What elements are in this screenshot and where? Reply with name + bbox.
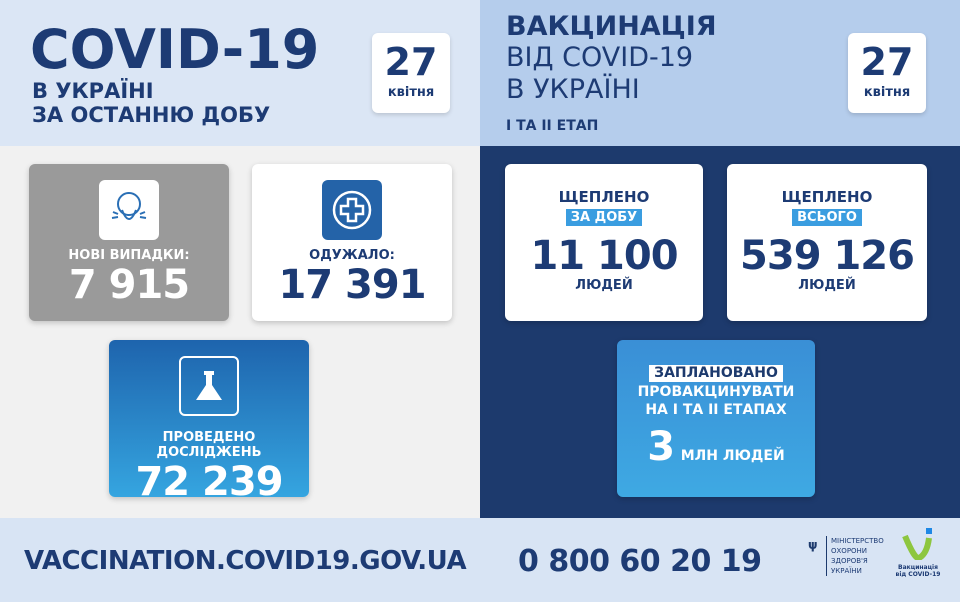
stage-label: І ТА ІІ ЕТАП bbox=[506, 118, 599, 134]
ministry-line: ОХОРОНИ bbox=[831, 547, 868, 555]
sneezing-person-icon bbox=[99, 180, 159, 240]
subtitle-2: ЗА ОСТАННЮ ДОБУ bbox=[32, 103, 271, 127]
date-badge: 27 квітня bbox=[372, 33, 450, 113]
tests-label: ПРОВЕДЕНО ДОСЛІДЖЕНЬ bbox=[156, 430, 262, 460]
planned-pill: ЗАПЛАНОВАНО bbox=[649, 365, 783, 382]
vaccinated-daily-card: ЩЕПЛЕНО ЗА ДОБУ 11 100 ЛЮДЕЙ bbox=[505, 164, 703, 321]
tests-value: 72 239 bbox=[135, 459, 283, 505]
trident-icon: ψ bbox=[808, 538, 818, 552]
date-day: 27 bbox=[860, 40, 914, 84]
vaccination-logo: Вакцинація від COVID-19 bbox=[893, 526, 943, 578]
vacc-logo-line: від COVID-19 bbox=[895, 571, 941, 578]
ministry-logo: МІНІСТЕРСТВО ОХОРОНИ ЗДОРОВ'Я УКРАЇНИ bbox=[826, 536, 884, 576]
planned-card: ЗАПЛАНОВАНО ПРОВАКЦИНУВАТИ НА І ТА ІІ ЕТ… bbox=[617, 340, 815, 497]
total-pill: ВСЬОГО bbox=[792, 209, 862, 226]
footer: VACCINATION.COVID19.GOV.UA 0 800 60 20 1… bbox=[0, 518, 960, 602]
hotline-phone[interactable]: 0 800 60 20 19 bbox=[518, 544, 762, 579]
total-value: 539 126 bbox=[740, 233, 915, 279]
planned-value: 3 bbox=[647, 424, 676, 470]
daily-pill: ЗА ДОБУ bbox=[565, 209, 643, 226]
date-month: квітня bbox=[387, 85, 435, 100]
left-header: COVID-19 В УКРАЇНІ ЗА ОСТАННЮ ДОБУ 27 кв… bbox=[0, 0, 480, 146]
website-link[interactable]: VACCINATION.COVID19.GOV.UA bbox=[24, 546, 467, 576]
ministry-line: УКРАЇНИ bbox=[831, 567, 862, 575]
planned-unit: МЛН ЛЮДЕЙ bbox=[680, 448, 785, 464]
total-label: ЩЕПЛЕНО bbox=[781, 188, 873, 206]
flask-icon bbox=[179, 356, 239, 416]
new-cases-value: 7 915 bbox=[68, 262, 190, 308]
vaccination-v-icon bbox=[902, 528, 932, 562]
ministry-line: ЗДОРОВ'Я bbox=[831, 557, 868, 565]
new-cases-label: НОВІ ВИПАДКИ: bbox=[68, 248, 190, 263]
new-cases-card: НОВІ ВИПАДКИ: 7 915 bbox=[29, 164, 229, 321]
total-unit: ЛЮДЕЙ bbox=[798, 278, 856, 293]
daily-label: ЩЕПЛЕНО bbox=[558, 188, 650, 206]
tests-card: ПРОВЕДЕНО ДОСЛІДЖЕНЬ 72 239 bbox=[109, 340, 309, 504]
daily-unit: ЛЮДЕЙ bbox=[575, 278, 633, 293]
subtitle-1: В УКРАЇНІ bbox=[32, 79, 154, 103]
recovered-label: ОДУЖАЛО: bbox=[309, 248, 395, 263]
vacc-date-badge: 27 квітня bbox=[848, 33, 926, 113]
vaccinated-total-card: ЩЕПЛЕНО ВСЬОГО 539 126 ЛЮДЕЙ bbox=[727, 164, 927, 321]
right-header: ВАКЦИНАЦІЯ ВІД COVID-19 В УКРАЇНІ І ТА І… bbox=[480, 0, 960, 146]
date-month: квітня bbox=[863, 85, 911, 100]
date-day: 27 bbox=[384, 40, 438, 84]
vacc-title: ВАКЦИНАЦІЯ bbox=[506, 11, 717, 42]
medical-cross-icon bbox=[322, 180, 382, 240]
planned-line2: НА І ТА ІІ ЕТАПАХ bbox=[645, 402, 787, 418]
recovered-card: ОДУЖАЛО: 17 391 bbox=[252, 164, 452, 321]
covid-title: COVID-19 bbox=[30, 18, 320, 81]
vacc-logo-line: Вакцинація bbox=[898, 564, 938, 571]
ministry-line: МІНІСТЕРСТВО bbox=[831, 537, 884, 545]
planned-line1: ПРОВАКЦИНУВАТИ bbox=[637, 384, 795, 400]
daily-value: 11 100 bbox=[530, 233, 678, 279]
vacc-subtitle: ВІД COVID-19 bbox=[506, 43, 693, 73]
recovered-value: 17 391 bbox=[278, 262, 426, 308]
vacc-subtitle-2: В УКРАЇНІ bbox=[506, 74, 640, 105]
vacc-subtitle-text: ВІД COVID-19 bbox=[506, 42, 694, 73]
